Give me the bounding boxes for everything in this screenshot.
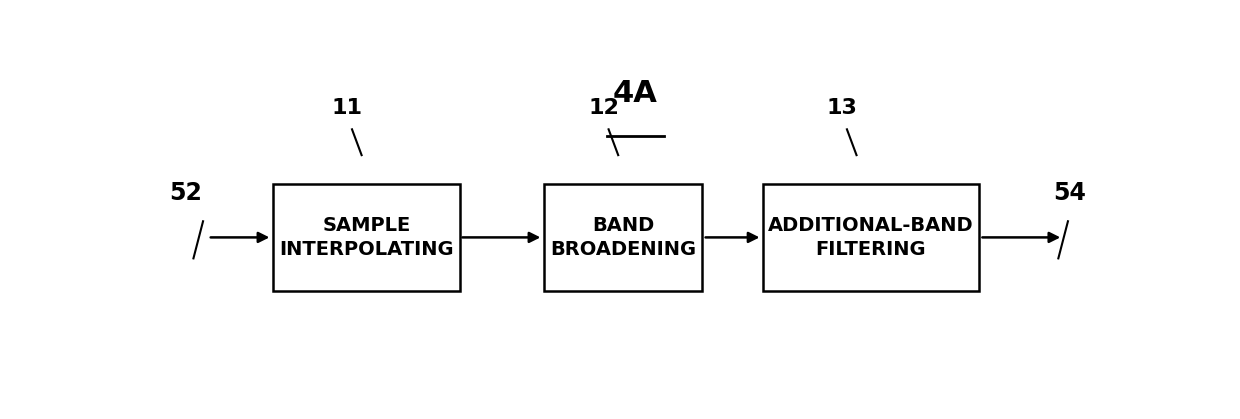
- Text: 52: 52: [170, 181, 202, 205]
- Text: ADDITIONAL-BAND
FILTERING: ADDITIONAL-BAND FILTERING: [768, 216, 973, 259]
- Text: 13: 13: [827, 98, 858, 118]
- Text: BAND
BROADENING: BAND BROADENING: [551, 216, 696, 259]
- Text: 4A: 4A: [613, 79, 658, 109]
- Text: 11: 11: [332, 98, 363, 118]
- Bar: [273, 184, 460, 291]
- Text: SAMPLE
INTERPOLATING: SAMPLE INTERPOLATING: [279, 216, 454, 259]
- Bar: [543, 184, 702, 291]
- Bar: [763, 184, 980, 291]
- Text: 54: 54: [1054, 181, 1086, 205]
- Text: 12: 12: [588, 98, 619, 118]
